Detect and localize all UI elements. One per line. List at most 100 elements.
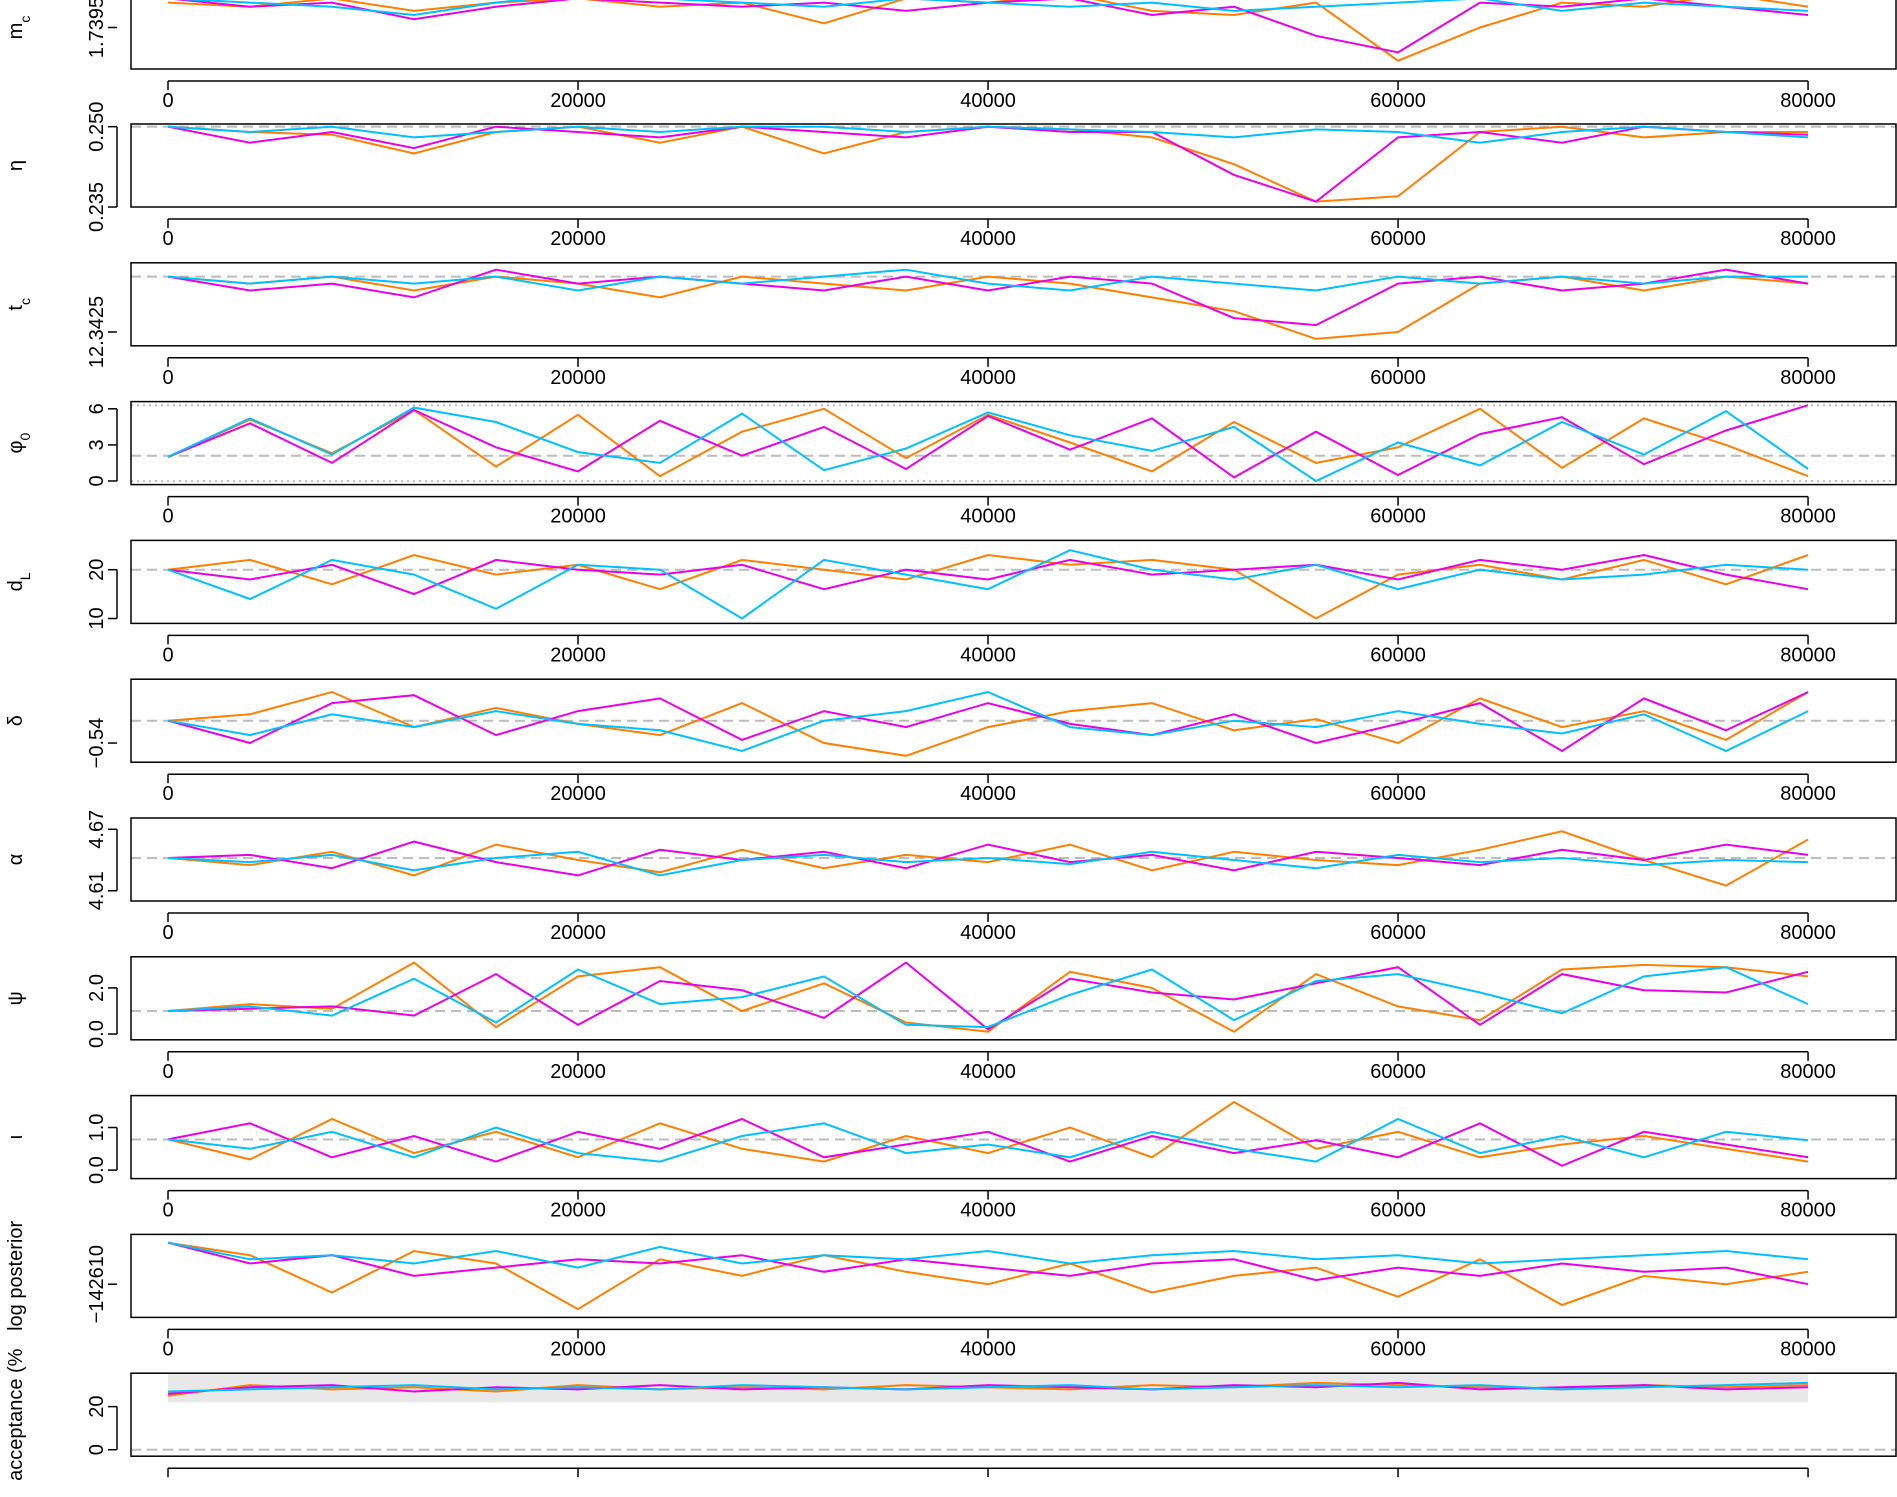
x-tick-label: 80000	[1780, 644, 1836, 666]
y-axis-title: log posterior	[5, 1221, 27, 1331]
x-tick-label: 60000	[1370, 1061, 1426, 1083]
trace-line	[167, 1241, 1809, 1311]
x-tick-label: 60000	[1370, 922, 1426, 944]
y-axis-title-main: t	[5, 305, 27, 311]
x-tick-label: 60000	[1370, 783, 1426, 805]
y-axis-title-main: ι	[5, 1135, 27, 1139]
y-tick-label: 0	[86, 1444, 108, 1455]
trace-line	[167, 275, 1809, 340]
y-axis-title: acceptance (%	[5, 1348, 27, 1481]
trace-line	[173, 0, 1809, 54]
trace-line	[167, 1117, 1809, 1167]
x-tick-label: 20000	[550, 228, 606, 250]
y-axis-title: δ	[5, 715, 27, 726]
trace-line	[167, 268, 1809, 292]
x-tick-label: 0	[162, 783, 173, 805]
x-tick-label: 40000	[960, 922, 1016, 944]
x-tick-label: 60000	[1370, 1200, 1426, 1222]
x-tick-label: 0	[162, 644, 173, 666]
trace-line	[167, 1100, 1809, 1163]
x-tick-label: 0	[162, 506, 173, 528]
y-axis-title-main: α	[5, 854, 27, 866]
x-tick-label: 80000	[1780, 228, 1836, 250]
x-tick-label: 80000	[1780, 1061, 1836, 1083]
trace-line	[179, 0, 1809, 17]
y-tick-label: 0.250	[86, 102, 108, 152]
y-tick-label: 20	[86, 559, 108, 581]
y-tick-label: −0.54	[86, 718, 108, 769]
y-axis-title-main: ψ	[5, 991, 27, 1005]
y-tick-label: 4.61	[86, 871, 108, 910]
x-tick-label: 20000	[550, 644, 606, 666]
x-tick-label: 80000	[1780, 783, 1836, 805]
y-axis-title-main: φ	[5, 440, 27, 453]
trace-line	[167, 549, 1809, 620]
x-tick-label: 40000	[960, 783, 1016, 805]
x-tick-label: 0	[162, 1061, 173, 1083]
trace-line	[167, 268, 1809, 327]
plot-box	[130, 956, 1897, 1041]
y-axis-title-sub: L	[17, 572, 33, 580]
x-tick-label: 40000	[960, 1200, 1016, 1222]
x-tick-label: 20000	[550, 1061, 606, 1083]
x-tick-label: 60000	[1370, 1338, 1426, 1360]
x-tick-label: 80000	[1780, 1338, 1836, 1360]
trace-line	[167, 1117, 1809, 1163]
trace-line	[167, 0, 1809, 62]
x-tick-label: 20000	[550, 90, 606, 112]
plot-box	[130, 678, 1897, 763]
plot-box	[130, 400, 1897, 486]
band	[168, 1374, 1809, 1403]
plot-box	[130, 262, 1897, 347]
x-tick-label: 20000	[550, 922, 606, 944]
x-tick-label: 40000	[960, 367, 1016, 389]
x-tick-label: 40000	[960, 228, 1016, 250]
plot-box	[130, 1233, 1897, 1319]
y-tick-label: 10	[86, 607, 108, 629]
x-tick-label: 40000	[960, 1338, 1016, 1360]
y-axis-title: ι	[5, 1135, 27, 1139]
trace-line	[167, 691, 1809, 753]
trace-line	[167, 553, 1809, 596]
y-axis-title-main: η	[5, 160, 27, 171]
y-axis-title-main: δ	[5, 715, 27, 726]
x-tick-label: 0	[162, 922, 173, 944]
y-tick-label: 0	[86, 475, 108, 486]
y-axis-title-main: d	[5, 580, 27, 591]
y-tick-label: 0.0	[86, 1156, 108, 1184]
x-tick-label: 60000	[1370, 367, 1426, 389]
x-tick-label: 0	[162, 367, 173, 389]
y-tick-label: 20	[86, 1395, 108, 1417]
x-tick-label: 80000	[1780, 367, 1836, 389]
x-tick-label: 0	[162, 228, 173, 250]
y-tick-label: 1.0	[86, 1114, 108, 1142]
x-tick-label: 20000	[550, 783, 606, 805]
x-tick-label: 80000	[1780, 922, 1836, 944]
trace-line	[167, 1381, 1809, 1393]
plot-box	[130, 1372, 1897, 1457]
y-tick-label: 12.3425	[86, 296, 108, 368]
y-axis-title: mc	[5, 16, 33, 40]
trace-line	[167, 404, 1809, 479]
y-tick-label: 2.0	[86, 974, 108, 1002]
trace-line	[167, 961, 1809, 1033]
y-axis-title-main: m	[5, 23, 27, 40]
x-tick-label: 20000	[550, 506, 606, 528]
trace-line	[167, 830, 1809, 887]
y-axis-title-main: log posterior	[5, 1221, 27, 1331]
plot-box	[130, 0, 1897, 70]
trace-line	[167, 1241, 1809, 1286]
trace-line	[167, 125, 1809, 144]
y-axis-title-sub: c	[17, 16, 33, 23]
x-tick-label: 0	[162, 90, 173, 112]
trace-line	[167, 407, 1809, 478]
trace-line	[167, 966, 1809, 1029]
y-tick-label: 6	[86, 403, 108, 414]
x-tick-label: 60000	[1370, 228, 1426, 250]
y-axis-title-sub: 0	[17, 433, 33, 441]
y-tick-label: 1.7395	[86, 0, 108, 58]
plot-box	[130, 817, 1897, 902]
plot-box	[130, 539, 1897, 625]
x-tick-label: 60000	[1370, 90, 1426, 112]
